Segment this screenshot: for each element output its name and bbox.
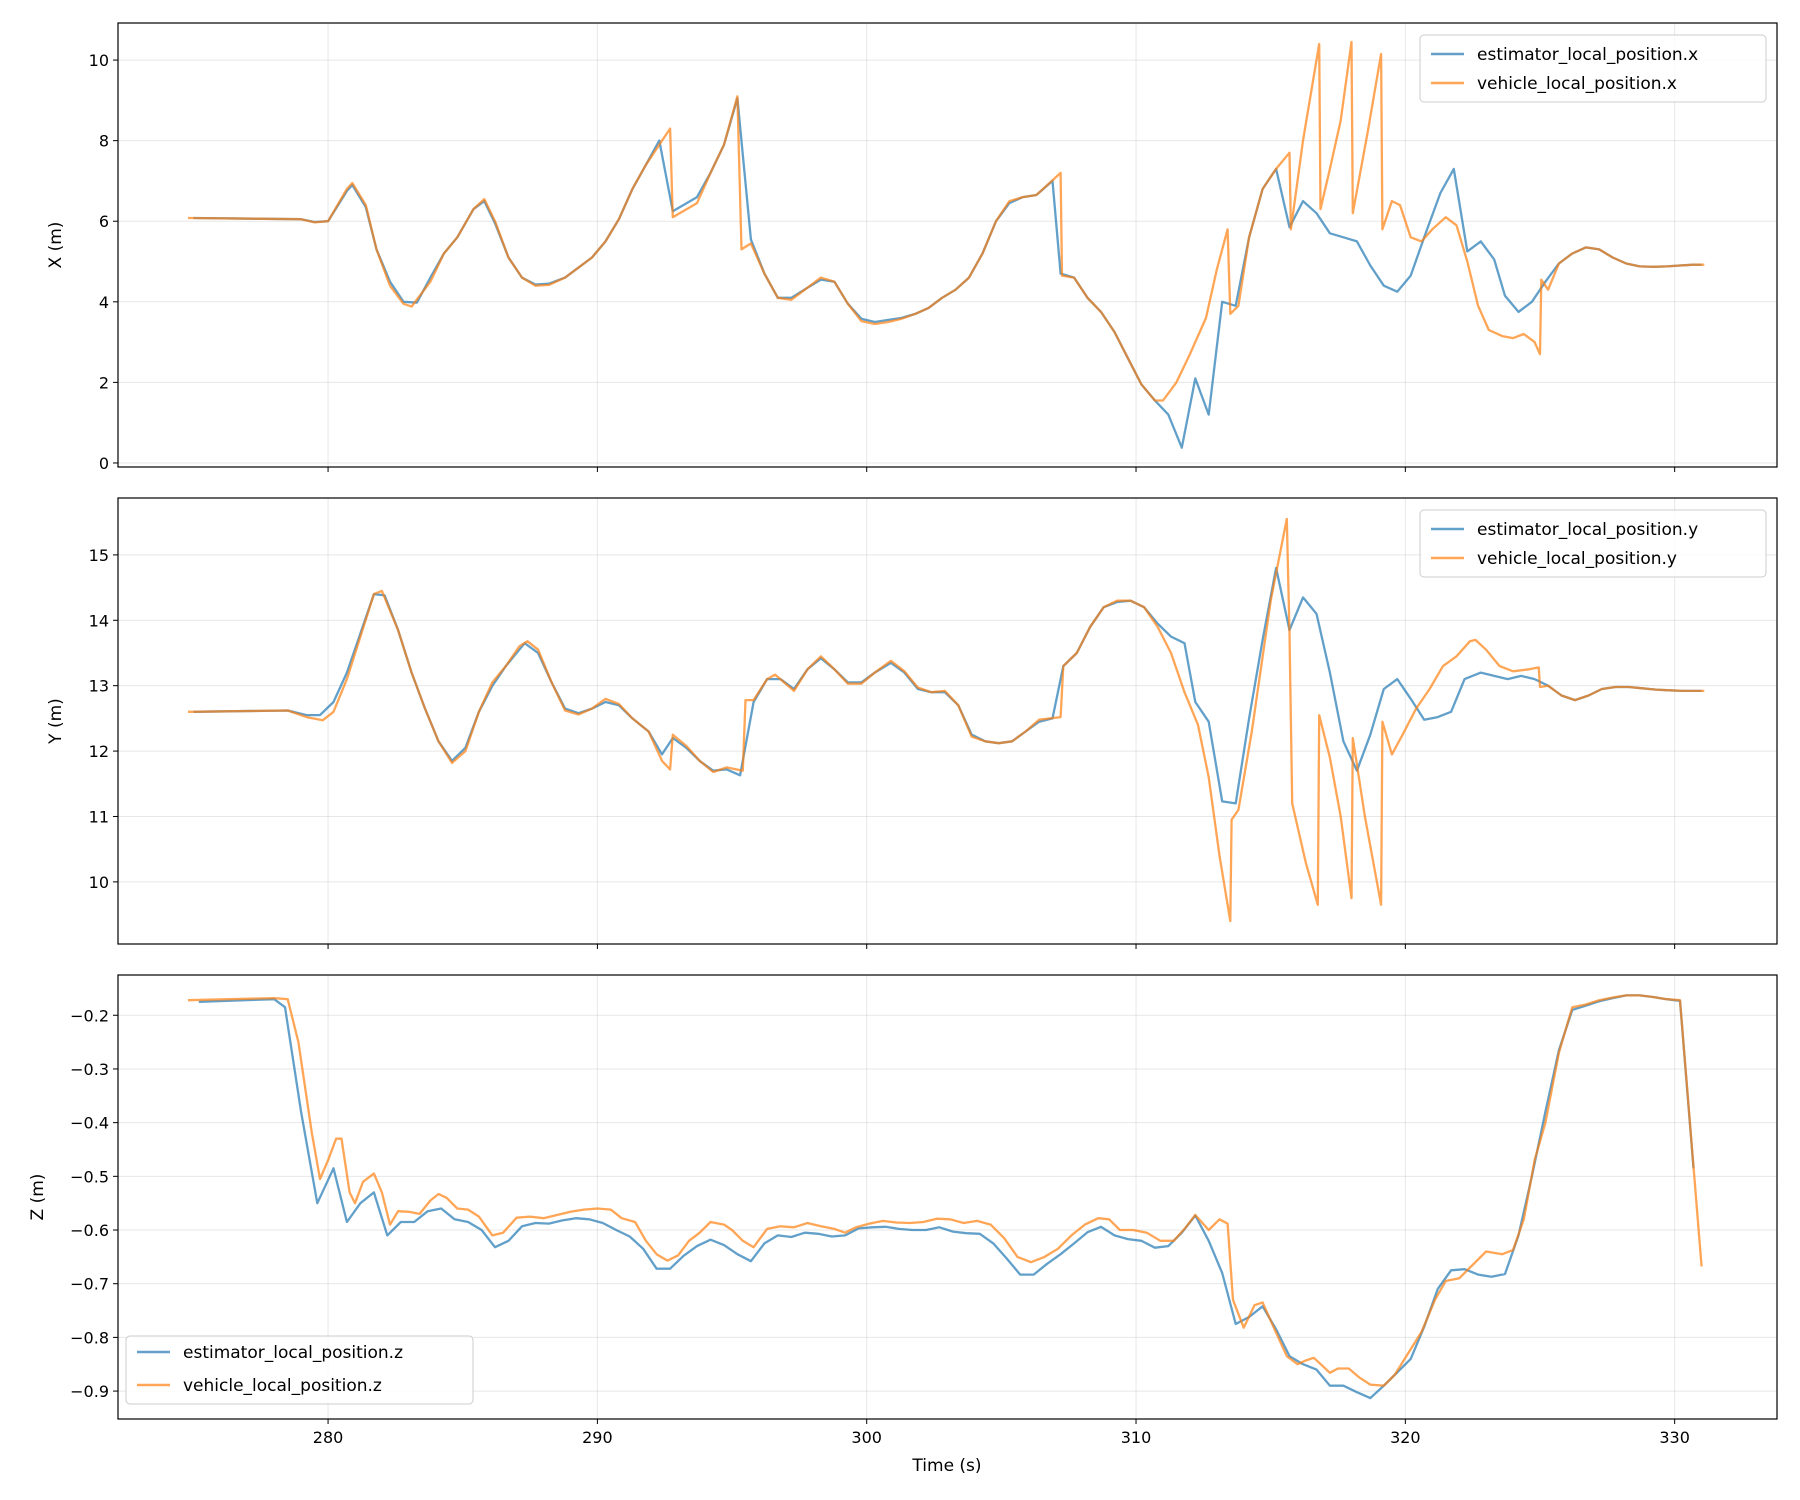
y-axis-label-z: Z (m) bbox=[28, 1174, 48, 1221]
y-tick-label: −0.4 bbox=[70, 1114, 109, 1133]
series-line-estimator bbox=[193, 97, 1702, 449]
series-line-vehicle bbox=[187, 517, 1705, 923]
y-tick-label: −0.3 bbox=[70, 1060, 109, 1079]
x-tick-label: 280 bbox=[313, 1428, 344, 1447]
x-tick-label: 330 bbox=[1659, 1428, 1690, 1447]
x-tick-label: 310 bbox=[1121, 1428, 1152, 1447]
y-tick-label: −0.6 bbox=[70, 1221, 109, 1240]
axes-frame bbox=[117, 22, 1778, 468]
y-tick-label: 14 bbox=[89, 611, 109, 630]
z-position-panel: −0.9 −0.8 −0.7 −0.6 −0.5 −0.4 −0.3 −0.2 280 290 30… bbox=[70, 974, 1778, 1447]
y-tick-label: 0 bbox=[99, 454, 109, 473]
y-axis-label-x: X (m) bbox=[46, 222, 66, 269]
y-tick-label: −0.8 bbox=[70, 1328, 109, 1347]
legend-label-estimator-z: estimator_local_position.z bbox=[183, 1343, 403, 1363]
legend-label-vehicle-z: vehicle_local_position.z bbox=[183, 1376, 382, 1396]
legend-z: estimator_local_position.z vehicle_local… bbox=[125, 1335, 474, 1405]
x-tick-label: 300 bbox=[851, 1428, 882, 1447]
series-line-vehicle bbox=[187, 40, 1705, 402]
legend-label-vehicle-x: vehicle_local_position.x bbox=[1477, 74, 1677, 94]
axes-frame bbox=[117, 497, 1778, 945]
legend-x: estimator_local_position.x vehicle_local… bbox=[1419, 34, 1767, 103]
y-tick-label: −0.5 bbox=[70, 1167, 109, 1186]
y-tick-label: 6 bbox=[99, 212, 109, 231]
y-tick-label: 15 bbox=[89, 546, 109, 565]
y-tick-label: 11 bbox=[89, 807, 109, 826]
y-tick-label: −0.9 bbox=[70, 1382, 109, 1401]
x-axis-label: Time (s) bbox=[911, 1456, 981, 1476]
y-position-panel: 10 11 12 13 14 15 bbox=[89, 497, 1778, 949]
y-axis-label-y: Y (m) bbox=[46, 698, 66, 745]
legend-label-estimator-x: estimator_local_position.x bbox=[1477, 45, 1698, 65]
series-line-vehicle bbox=[187, 994, 1703, 1387]
legend-label-estimator-y: estimator_local_position.y bbox=[1477, 520, 1698, 540]
y-tick-label: −0.2 bbox=[70, 1006, 109, 1025]
axes-frame bbox=[117, 974, 1778, 1420]
y-tick-label: 2 bbox=[99, 373, 109, 392]
y-tick-label: 10 bbox=[89, 51, 109, 70]
x-tick-label: 320 bbox=[1390, 1428, 1421, 1447]
y-tick-label: 12 bbox=[89, 742, 109, 761]
y-tick-label: 8 bbox=[99, 132, 109, 151]
y-tick-label: 4 bbox=[99, 293, 109, 312]
legend-label-vehicle-y: vehicle_local_position.y bbox=[1477, 549, 1677, 569]
x-tick-label: 290 bbox=[582, 1428, 613, 1447]
y-tick-label: 10 bbox=[89, 873, 109, 892]
y-tick-label: 13 bbox=[89, 677, 109, 696]
legend-y: estimator_local_position.y vehicle_local… bbox=[1419, 509, 1767, 578]
series-line-estimator bbox=[198, 994, 1695, 1400]
y-tick-label: −0.7 bbox=[70, 1275, 109, 1294]
